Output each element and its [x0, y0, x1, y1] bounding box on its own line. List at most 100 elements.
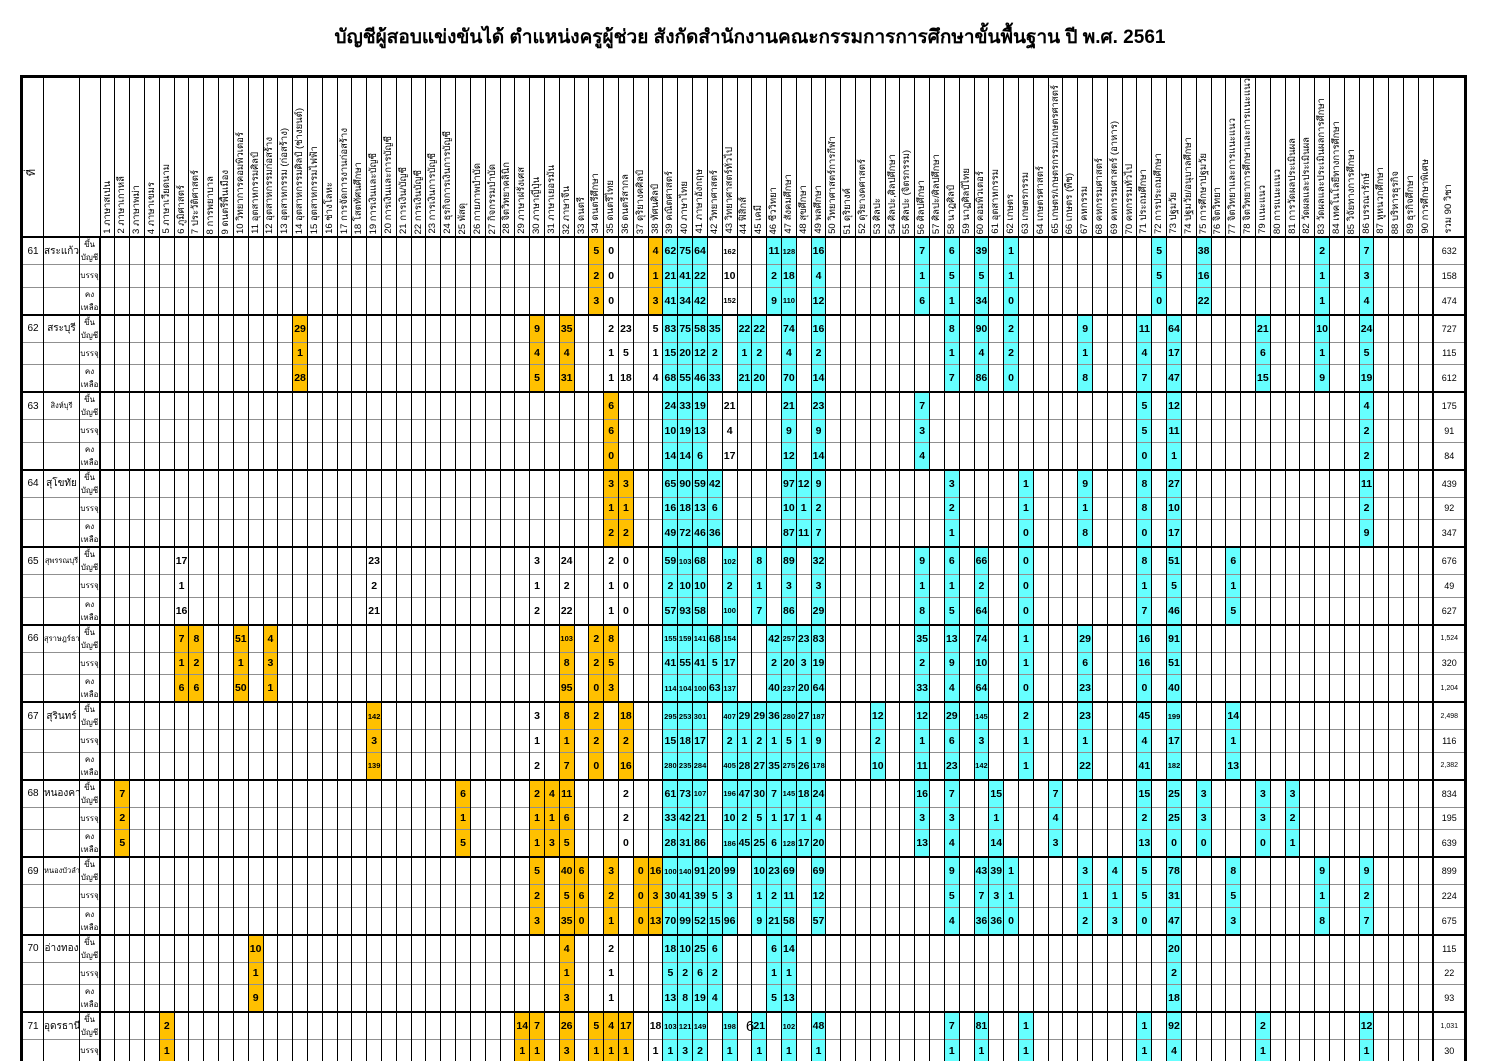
empty-cell [395, 701, 412, 730]
data-cell: 4 [943, 906, 960, 935]
data-cell: 8 [558, 651, 575, 675]
empty-cell [929, 729, 945, 752]
header-subject-28: 28 จิตวิทยาคลินิก [499, 76, 515, 238]
empty-cell [1077, 984, 1093, 1012]
empty-cell [1417, 236, 1434, 265]
empty-cell [647, 651, 663, 675]
empty-cell [706, 1011, 723, 1040]
empty-cell [973, 961, 989, 985]
data-cell: 3 [795, 651, 812, 675]
empty-cell [469, 596, 486, 625]
data-cell: 7 [943, 364, 960, 392]
empty-cell [573, 313, 589, 342]
data-cell: 35 [706, 313, 723, 342]
empty-cell [1254, 751, 1271, 780]
empty-cell [395, 829, 412, 857]
empty-cell [203, 961, 219, 985]
data-cell: 1 [618, 496, 634, 520]
empty-cell [573, 496, 589, 520]
empty-cell [943, 441, 960, 470]
empty-cell [1254, 906, 1271, 935]
empty-cell [1151, 674, 1167, 702]
empty-cell [173, 778, 189, 807]
empty-cell [958, 623, 975, 652]
empty-cell [1032, 519, 1049, 547]
empty-cell [469, 623, 486, 652]
data-cell: 1 [529, 829, 545, 857]
empty-cell [1180, 1011, 1197, 1040]
empty-cell [292, 906, 308, 935]
empty-cell [840, 364, 856, 392]
empty-cell [573, 729, 589, 752]
row-total: 91 [1432, 419, 1466, 442]
empty-cell [306, 468, 323, 497]
empty-cell [1417, 984, 1434, 1012]
empty-cell [1017, 829, 1034, 857]
empty-cell [1092, 961, 1108, 985]
empty-cell [395, 729, 412, 752]
data-cell: 0 [1136, 674, 1152, 702]
empty-cell [1299, 419, 1315, 442]
data-cell: 0 [632, 856, 649, 885]
empty-cell [1032, 701, 1049, 730]
empty-cell [1343, 961, 1360, 985]
status-label: ขึ้นบัญชี [79, 778, 101, 807]
empty-cell [1254, 933, 1271, 962]
empty-cell [647, 806, 663, 830]
empty-cell [410, 1039, 426, 1061]
row-70-2: คงเหลือ 9 3 1 13 8 19 4 5 13 18 93 [21, 984, 1466, 1012]
empty-cell [884, 468, 900, 497]
header-subject-80: 80 การแนะแนว [1269, 76, 1286, 238]
empty-cell [1388, 341, 1404, 365]
empty-cell [840, 729, 856, 752]
empty-cell [218, 574, 234, 597]
empty-cell [1195, 729, 1212, 752]
empty-cell [144, 906, 160, 935]
data-cell: 99 [677, 906, 693, 935]
data-cell: 93 [677, 596, 693, 625]
data-cell: 15 [662, 729, 678, 752]
empty-cell [203, 674, 219, 702]
empty-cell [1358, 546, 1374, 575]
empty-cell [1121, 496, 1137, 520]
empty-cell [929, 496, 945, 520]
empty-cell [277, 441, 293, 470]
empty-cell [173, 1011, 189, 1040]
empty-cell [1403, 623, 1419, 652]
empty-cell [455, 468, 471, 497]
empty-cell [869, 596, 886, 625]
empty-cell [203, 596, 219, 625]
empty-cell [1032, 729, 1049, 752]
empty-cell [218, 806, 234, 830]
empty-cell [366, 419, 382, 442]
data-cell: 13 [1136, 829, 1152, 857]
empty-cell [647, 519, 663, 547]
empty-cell [988, 496, 1004, 520]
data-cell: 1 [1017, 496, 1034, 520]
empty-cell [158, 574, 175, 597]
empty-cell [1151, 364, 1167, 392]
row-total: 439 [1432, 468, 1466, 497]
empty-cell [958, 596, 975, 625]
empty-cell [381, 468, 397, 497]
empty-cell [529, 264, 545, 287]
data-cell: 2 [558, 574, 575, 597]
empty-cell [855, 341, 871, 365]
empty-cell [751, 391, 767, 420]
empty-cell [129, 519, 145, 547]
empty-cell [899, 829, 915, 857]
empty-cell [558, 468, 575, 497]
empty-cell [410, 906, 426, 935]
empty-cell [292, 236, 308, 265]
empty-cell [1195, 856, 1212, 885]
empty-cell [1373, 778, 1389, 807]
row-64-0: 64 สุโขทัย ขึ้นบัญชี 3 3 65 90 59 42 97 12 9 3 1 9 8 27 1… [21, 468, 1466, 497]
empty-cell [99, 856, 115, 885]
empty-cell [1373, 574, 1389, 597]
data-cell: 103 [558, 623, 575, 652]
empty-cell [603, 701, 619, 730]
empty-cell [529, 441, 545, 470]
empty-cell [988, 596, 1004, 625]
empty-cell [736, 856, 752, 885]
empty-cell [1180, 286, 1197, 315]
